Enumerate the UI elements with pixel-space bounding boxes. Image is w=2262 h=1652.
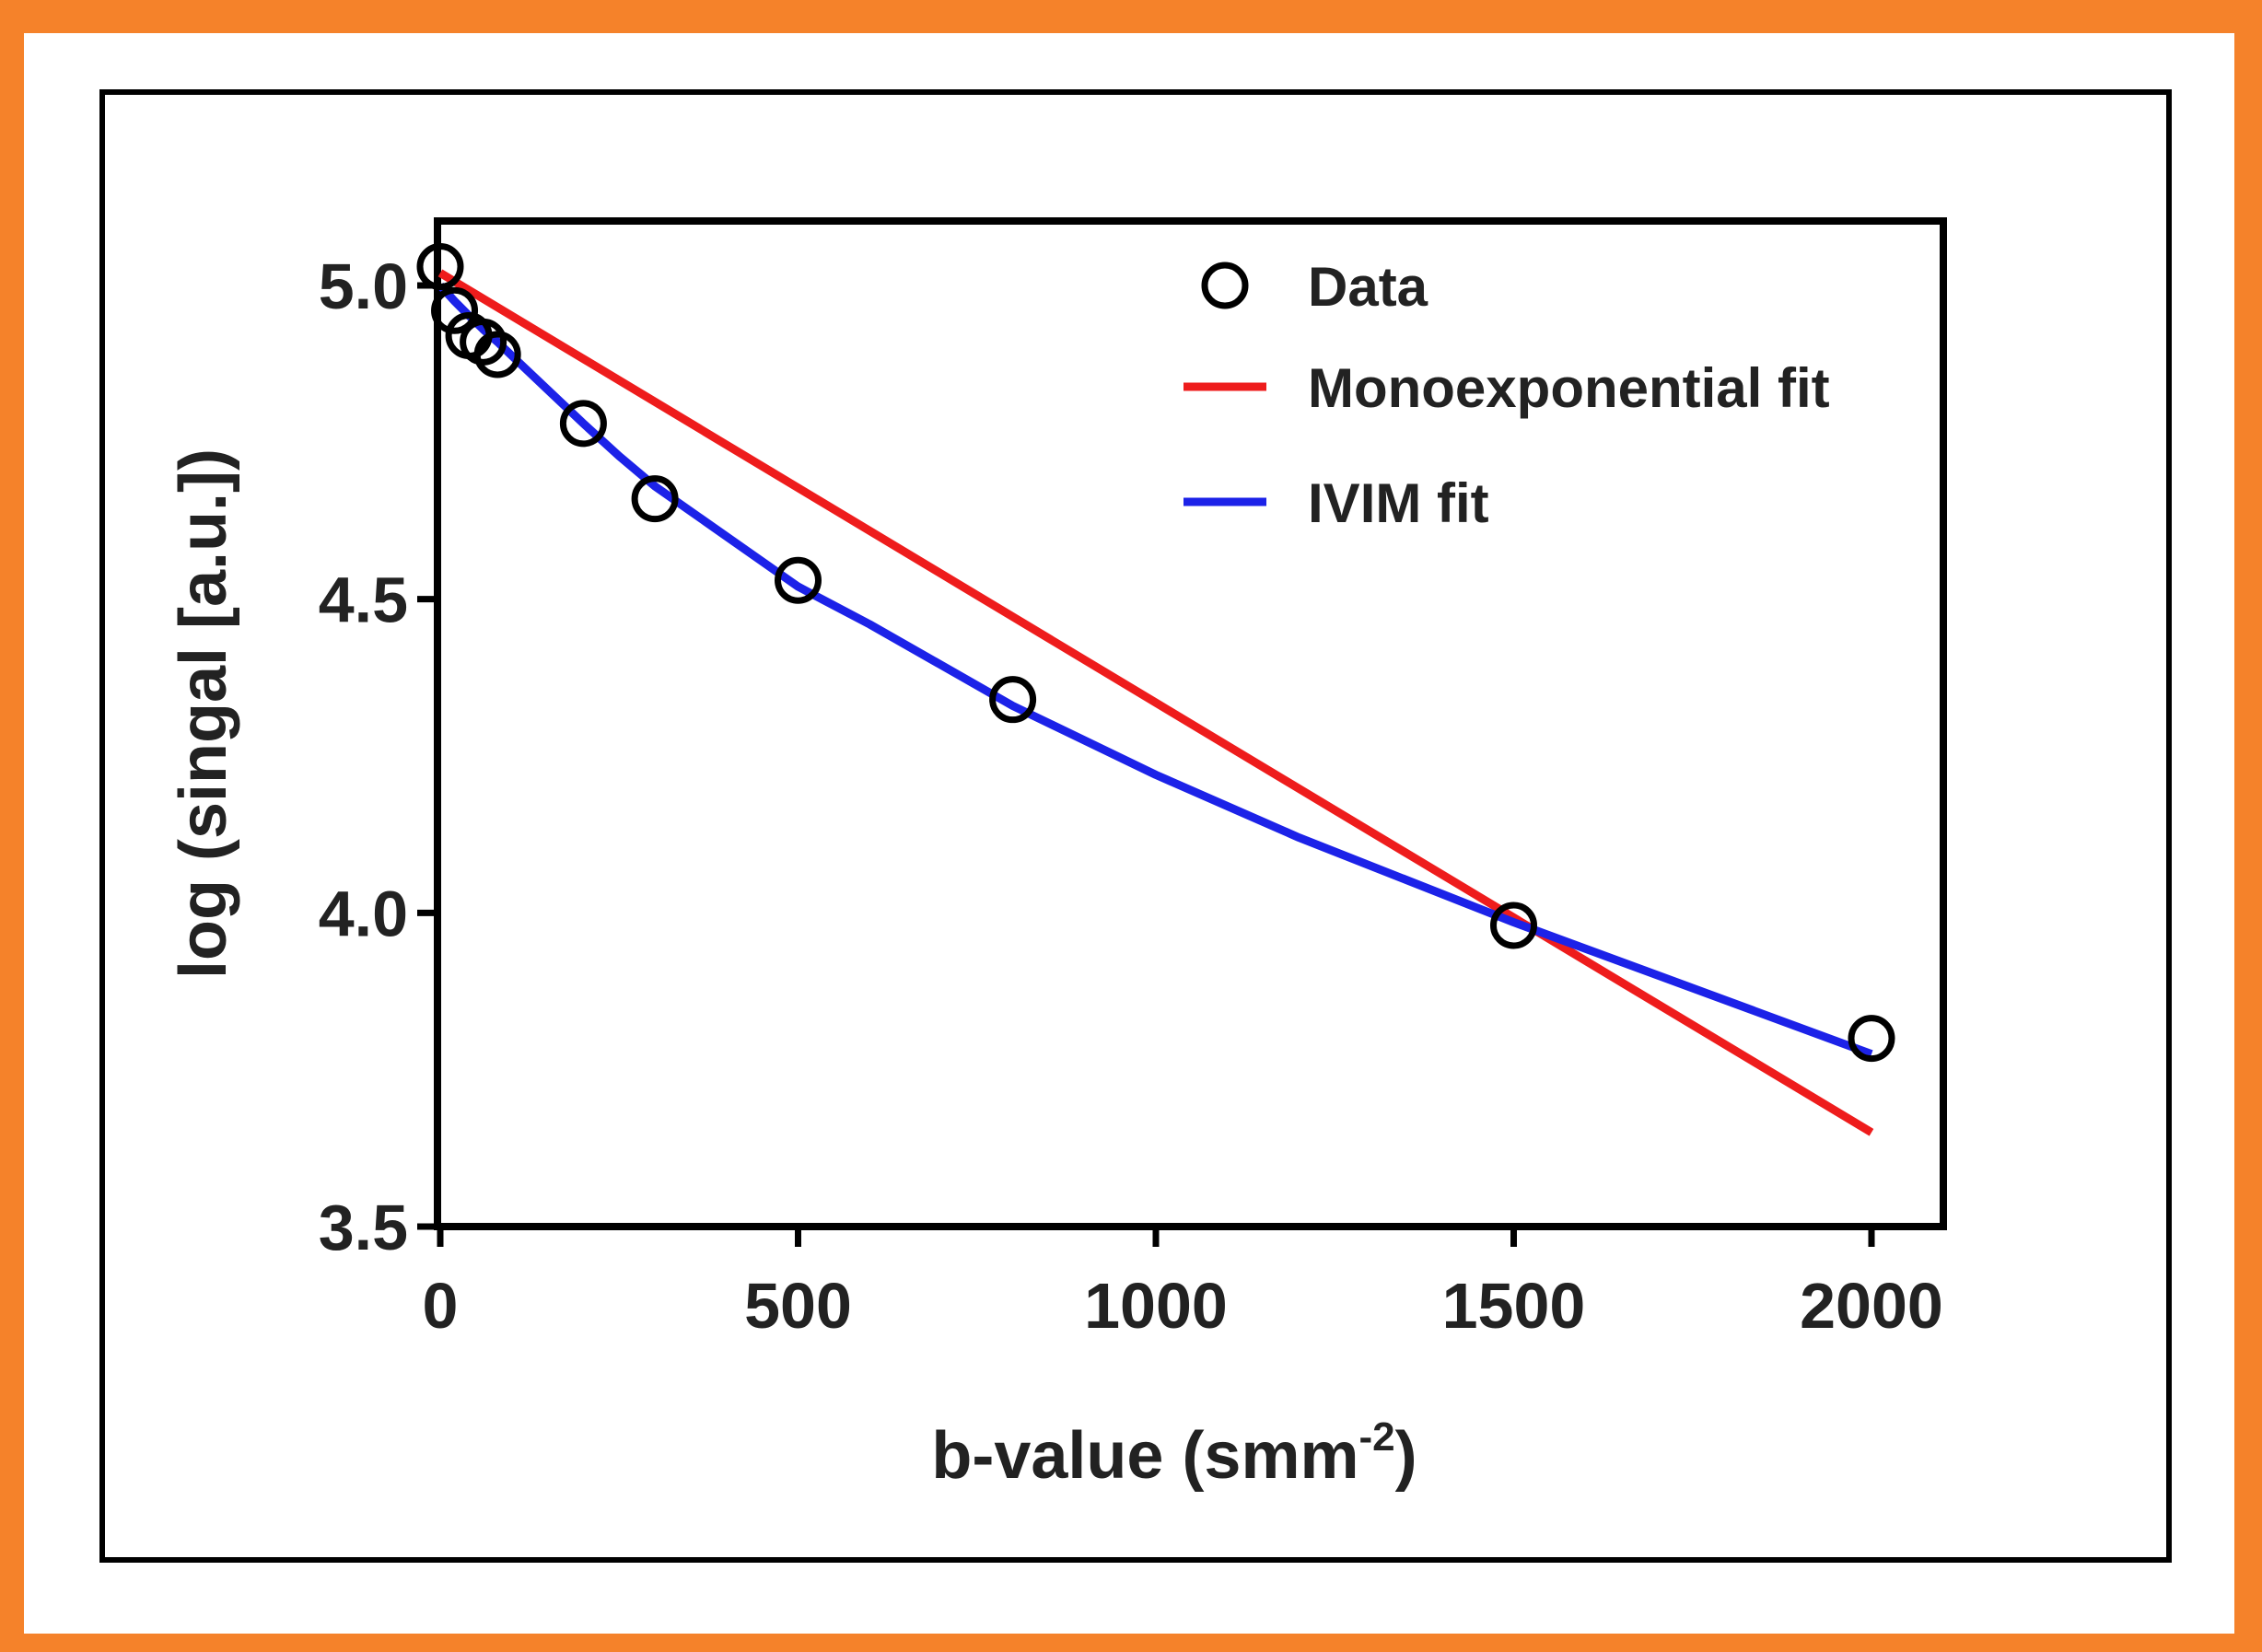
legend-label-monoexponential-fit: Monoexponential fit [1308, 357, 1830, 419]
legend-label-ivim-fit: IVIM fit [1308, 472, 1489, 534]
data-point [559, 400, 607, 448]
y-tick-label: 5.0 [319, 250, 408, 322]
x-tick-label: 500 [744, 1270, 852, 1342]
data-point [1848, 1015, 1895, 1063]
legend-marker-data [1201, 262, 1249, 309]
x-axis-title: b-value (smm-2) [931, 1414, 1417, 1493]
x-axis-title-main: b-value (smm [931, 1419, 1358, 1493]
x-tick-label: 1500 [1442, 1270, 1586, 1342]
y-tick-label: 4.5 [319, 564, 408, 636]
monoexponential-fit-line [437, 269, 1874, 1136]
plot-area-border [434, 217, 1947, 1230]
x-tick-label: 2000 [1800, 1270, 1943, 1342]
data-point [631, 475, 679, 523]
data-point [1490, 902, 1537, 949]
x-tick-label: 0 [423, 1270, 459, 1342]
data-point [989, 676, 1037, 724]
x-tick-label: 1000 [1084, 1270, 1228, 1342]
figure-frame [99, 89, 2172, 1563]
data-point [473, 331, 521, 378]
ivim-fit-line [437, 282, 1873, 1058]
data-point [431, 286, 479, 334]
data-point [416, 243, 464, 291]
legend-label-data: Data [1308, 256, 1428, 318]
y-tick-label: 4.0 [319, 878, 408, 949]
data-point [460, 318, 507, 366]
x-axis-title-superscript: -2 [1359, 1414, 1395, 1460]
y-tick-label: 3.5 [319, 1192, 408, 1263]
x-axis-title-close: ) [1395, 1419, 1417, 1493]
y-axis-title: log (singal [a.u.]) [167, 448, 240, 979]
data-point [775, 556, 822, 604]
